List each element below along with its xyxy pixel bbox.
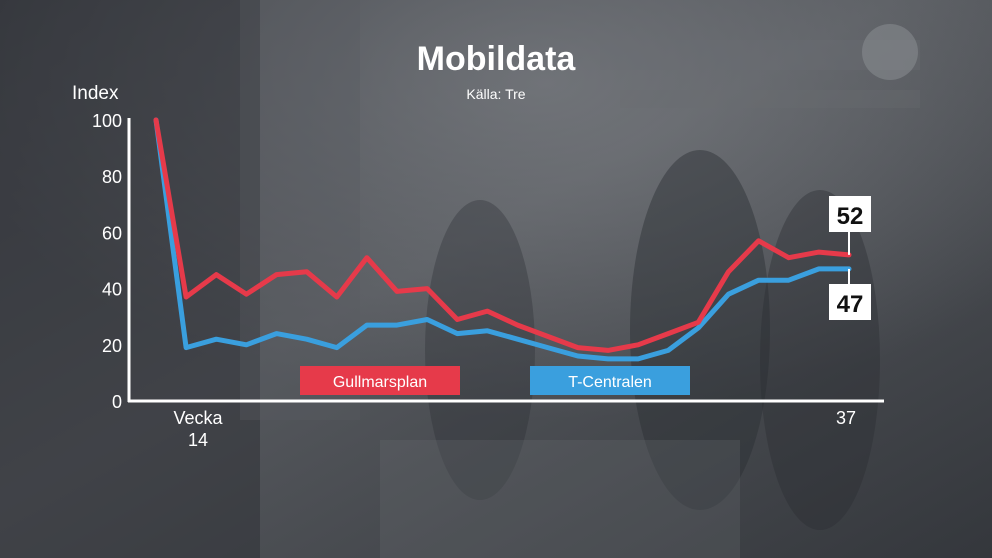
legend-label-t-centralen: T-Centralen: [568, 374, 652, 391]
series-line-gullmarsplan: [153, 117, 852, 353]
legend: Gullmarsplan T-Centralen: [300, 366, 690, 395]
legend-swatch-t-centralen: [530, 366, 690, 395]
series-line-t-centralen: [153, 117, 852, 362]
legend-swatch-gullmarsplan: [300, 366, 460, 395]
y-tick-label: 80: [102, 167, 122, 187]
x-tick-label: Vecka: [173, 408, 223, 428]
y-axis-label: Index: [72, 83, 119, 104]
end-value-labels: 52 47: [829, 196, 871, 320]
chart-subtitle: Källa: Tre: [466, 86, 525, 102]
series-lines: [153, 117, 852, 362]
x-tick-label: 14: [188, 430, 208, 450]
legend-label-gullmarsplan: Gullmarsplan: [333, 374, 427, 391]
end-label-gullmarsplan: 52: [837, 203, 864, 230]
y-tick-label: 60: [102, 223, 122, 243]
y-tick-label: 20: [102, 336, 122, 356]
y-tick-label: 40: [102, 280, 122, 300]
end-label-box-t-centralen: [829, 284, 871, 320]
chart-title: Mobildata: [417, 40, 577, 78]
y-tick-label: 100: [92, 111, 122, 131]
end-label-box-gullmarsplan: [829, 196, 871, 232]
y-tick-labels: 0 20 40 60 80 100: [92, 111, 122, 412]
x-tick-label: 37: [836, 408, 856, 428]
end-label-t-centralen: 47: [837, 291, 864, 318]
y-tick-label: 0: [112, 392, 122, 412]
